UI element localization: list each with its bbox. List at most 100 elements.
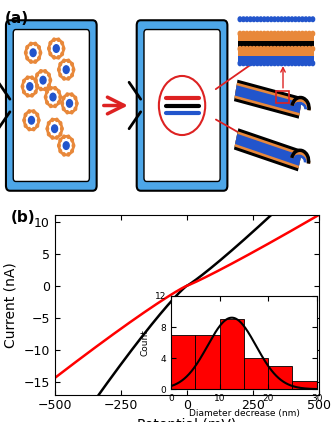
Circle shape (59, 95, 62, 99)
Circle shape (57, 56, 60, 59)
Circle shape (46, 101, 48, 104)
Circle shape (48, 47, 50, 50)
Circle shape (311, 17, 314, 22)
Circle shape (61, 102, 64, 105)
Circle shape (245, 46, 249, 51)
Circle shape (297, 31, 301, 36)
Circle shape (311, 46, 314, 51)
Circle shape (256, 46, 259, 51)
Y-axis label: Current (nA): Current (nA) (4, 262, 18, 348)
Circle shape (23, 90, 25, 94)
Circle shape (252, 61, 256, 65)
Circle shape (238, 46, 242, 51)
Circle shape (238, 17, 242, 22)
Circle shape (266, 61, 269, 65)
Polygon shape (235, 131, 302, 168)
Circle shape (49, 87, 52, 90)
Circle shape (294, 31, 297, 36)
Circle shape (71, 138, 73, 142)
FancyBboxPatch shape (144, 30, 220, 181)
Circle shape (59, 138, 62, 142)
Circle shape (24, 113, 27, 116)
Text: (a): (a) (5, 11, 29, 26)
Circle shape (269, 17, 273, 22)
Circle shape (304, 46, 308, 51)
Circle shape (61, 41, 64, 45)
Circle shape (57, 38, 60, 41)
Circle shape (31, 94, 33, 97)
Circle shape (290, 61, 294, 65)
Circle shape (304, 17, 308, 22)
Circle shape (58, 144, 60, 147)
Circle shape (53, 45, 59, 52)
FancyBboxPatch shape (13, 30, 89, 181)
Circle shape (252, 46, 256, 51)
Circle shape (245, 31, 249, 36)
Circle shape (259, 31, 262, 36)
Circle shape (259, 61, 262, 65)
Circle shape (58, 68, 60, 71)
Circle shape (74, 107, 77, 111)
Circle shape (266, 31, 269, 36)
Circle shape (290, 31, 294, 36)
Circle shape (28, 110, 30, 113)
Circle shape (307, 46, 311, 51)
Circle shape (71, 149, 73, 153)
Circle shape (49, 78, 52, 82)
Circle shape (259, 17, 262, 22)
Circle shape (262, 17, 266, 22)
Circle shape (46, 90, 48, 93)
Circle shape (294, 46, 297, 51)
Circle shape (276, 31, 280, 36)
Circle shape (39, 87, 42, 91)
Circle shape (53, 56, 55, 59)
Circle shape (287, 46, 290, 51)
Circle shape (49, 41, 52, 45)
Circle shape (62, 107, 65, 111)
Circle shape (294, 17, 297, 22)
Circle shape (276, 46, 280, 51)
Circle shape (36, 113, 39, 116)
Circle shape (48, 84, 50, 87)
Circle shape (24, 51, 27, 54)
Circle shape (63, 142, 69, 149)
Circle shape (71, 93, 73, 96)
Circle shape (71, 62, 73, 66)
Circle shape (238, 31, 242, 36)
Circle shape (59, 73, 62, 77)
Circle shape (36, 73, 38, 76)
Circle shape (67, 135, 70, 138)
Circle shape (256, 17, 259, 22)
Circle shape (48, 73, 50, 76)
Circle shape (249, 46, 252, 51)
Circle shape (34, 90, 37, 94)
Circle shape (34, 79, 37, 83)
Circle shape (26, 76, 29, 79)
Circle shape (252, 17, 256, 22)
Circle shape (40, 76, 46, 84)
Circle shape (46, 127, 49, 130)
Circle shape (67, 77, 70, 80)
Circle shape (245, 17, 249, 22)
Circle shape (63, 77, 65, 80)
Circle shape (297, 46, 301, 51)
Circle shape (304, 31, 308, 36)
Circle shape (44, 70, 47, 73)
Circle shape (26, 57, 28, 60)
X-axis label: Potential (mV): Potential (mV) (137, 418, 237, 422)
Circle shape (249, 17, 252, 22)
Circle shape (28, 116, 34, 124)
Circle shape (283, 61, 287, 65)
Circle shape (47, 133, 50, 136)
Polygon shape (235, 85, 301, 113)
Circle shape (38, 46, 40, 49)
Circle shape (266, 46, 269, 51)
Circle shape (67, 153, 70, 156)
Circle shape (242, 46, 245, 51)
Circle shape (29, 60, 32, 63)
Circle shape (287, 17, 290, 22)
Circle shape (311, 61, 314, 65)
Circle shape (280, 46, 283, 51)
Circle shape (301, 61, 304, 65)
Circle shape (23, 119, 25, 122)
